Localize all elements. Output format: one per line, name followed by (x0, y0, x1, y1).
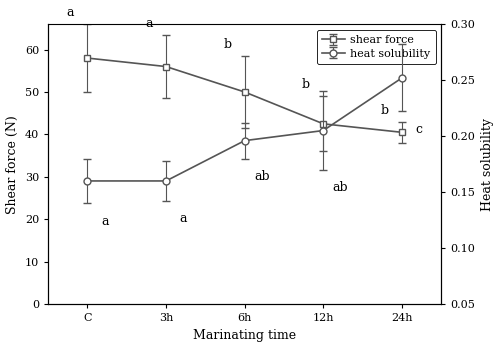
Text: b: b (302, 78, 310, 91)
Legend: shear force, heat solubility: shear force, heat solubility (316, 30, 436, 64)
Text: b: b (224, 38, 232, 51)
Text: c: c (416, 123, 423, 136)
Text: ab: ab (254, 170, 270, 183)
Text: a: a (180, 212, 187, 225)
Text: a: a (101, 215, 108, 228)
Text: b: b (380, 104, 388, 117)
Text: a: a (145, 17, 152, 30)
X-axis label: Marinating time: Marinating time (193, 329, 296, 342)
Y-axis label: Heat solubility: Heat solubility (481, 118, 494, 211)
Y-axis label: Shear force (N): Shear force (N) (6, 115, 19, 214)
Text: ab: ab (333, 181, 348, 194)
Text: a: a (66, 6, 74, 19)
